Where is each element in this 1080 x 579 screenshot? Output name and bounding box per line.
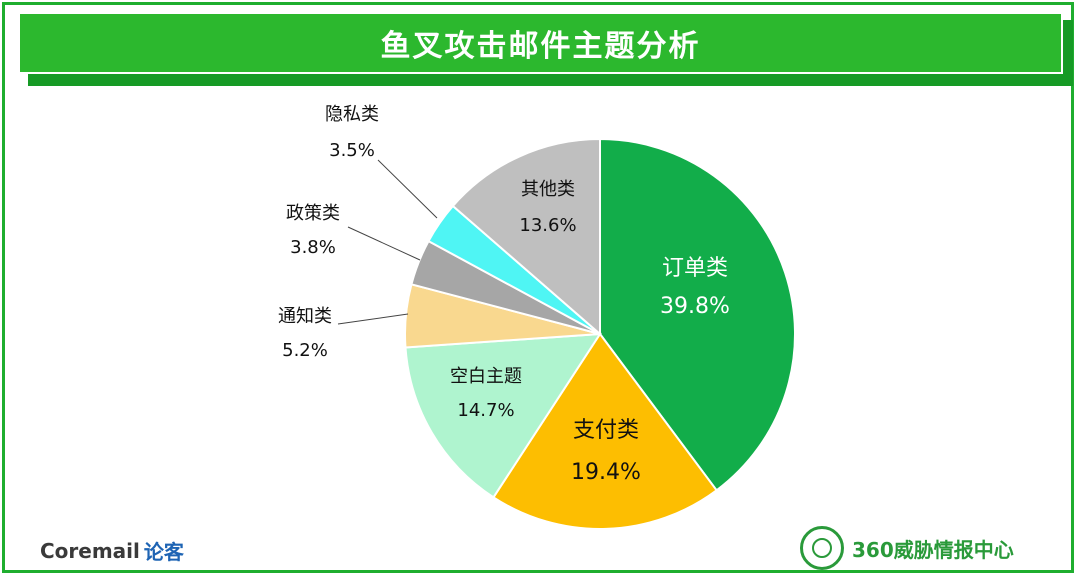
threat-center-logo: 360威胁情报中心 — [800, 526, 1014, 570]
pie-slice — [451, 137, 601, 337]
title-banner: 鱼叉攻击邮件主题分析 — [18, 12, 1063, 74]
page-title: 鱼叉攻击邮件主题分析 — [380, 29, 701, 64]
slice-value-label: 3.8% — [290, 237, 336, 258]
pie-slice — [599, 137, 796, 492]
slice-label: 隐私类 — [325, 104, 379, 125]
leader-line — [377, 159, 438, 219]
slice-value-label: 13.6% — [519, 215, 576, 236]
slice-label: 政策类 — [286, 203, 340, 224]
pie-slice — [492, 332, 718, 531]
slice-label: 通知类 — [278, 306, 332, 327]
coremail-brand-cn: 论客 — [143, 540, 184, 564]
slice-value-label: 5.2% — [282, 340, 328, 361]
leader-line — [337, 313, 409, 325]
slice-value-label: 39.8% — [660, 294, 730, 319]
leader-line — [347, 226, 421, 261]
slice-label: 支付类 — [573, 418, 639, 443]
slice-label: 空白主题 — [450, 366, 522, 387]
slide-frame — [2, 2, 1074, 573]
slice-value-label: 19.4% — [571, 460, 641, 485]
coremail-logo: Coremail 论客 — [40, 536, 184, 565]
pie-slice — [404, 332, 602, 499]
slice-label: 订单类 — [662, 256, 728, 281]
globe-emblem-icon — [800, 526, 844, 570]
threat-center-name: 360威胁情报中心 — [852, 537, 1014, 562]
coremail-brand: Coremail — [40, 538, 140, 563]
slice-value-label: 14.7% — [457, 400, 514, 421]
slice-value-label: 3.5% — [329, 140, 375, 161]
slice-label: 其他类 — [521, 179, 575, 200]
